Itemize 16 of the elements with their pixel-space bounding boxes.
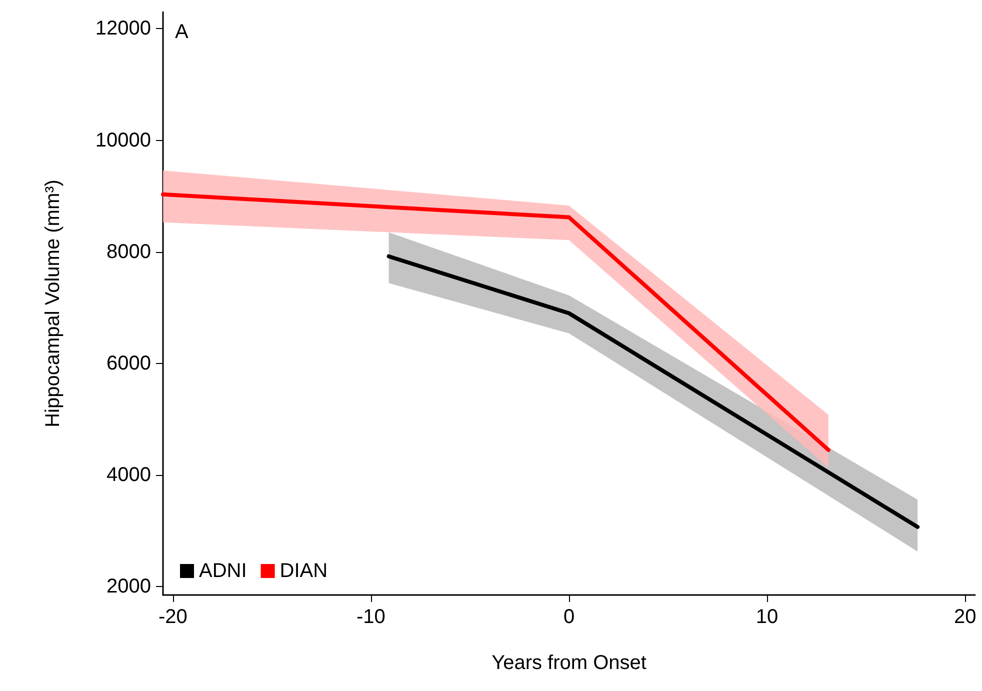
y-tick-label: 2000 bbox=[106, 576, 151, 598]
x-axis-title: Years from Onset bbox=[492, 652, 647, 674]
annotation: A bbox=[175, 21, 189, 43]
x-tick-label: 10 bbox=[756, 606, 778, 628]
y-axis-title: Hippocampal Volume (mm³) bbox=[42, 180, 64, 428]
y-tick-label: 6000 bbox=[106, 352, 151, 374]
y-tick-label: 4000 bbox=[106, 464, 151, 486]
x-tick-label: 0 bbox=[563, 606, 575, 628]
legend-label: ADNI bbox=[199, 560, 247, 582]
y-tick-label: 8000 bbox=[106, 240, 151, 263]
y-tick-label: 10000 bbox=[95, 129, 151, 152]
x-tick-label: -20 bbox=[158, 606, 188, 628]
x-tick-label: 20 bbox=[954, 606, 976, 628]
x-tick-label: -10 bbox=[356, 606, 386, 628]
y-tick-label: 12000 bbox=[95, 18, 151, 40]
legend-label: DIAN bbox=[280, 560, 328, 582]
